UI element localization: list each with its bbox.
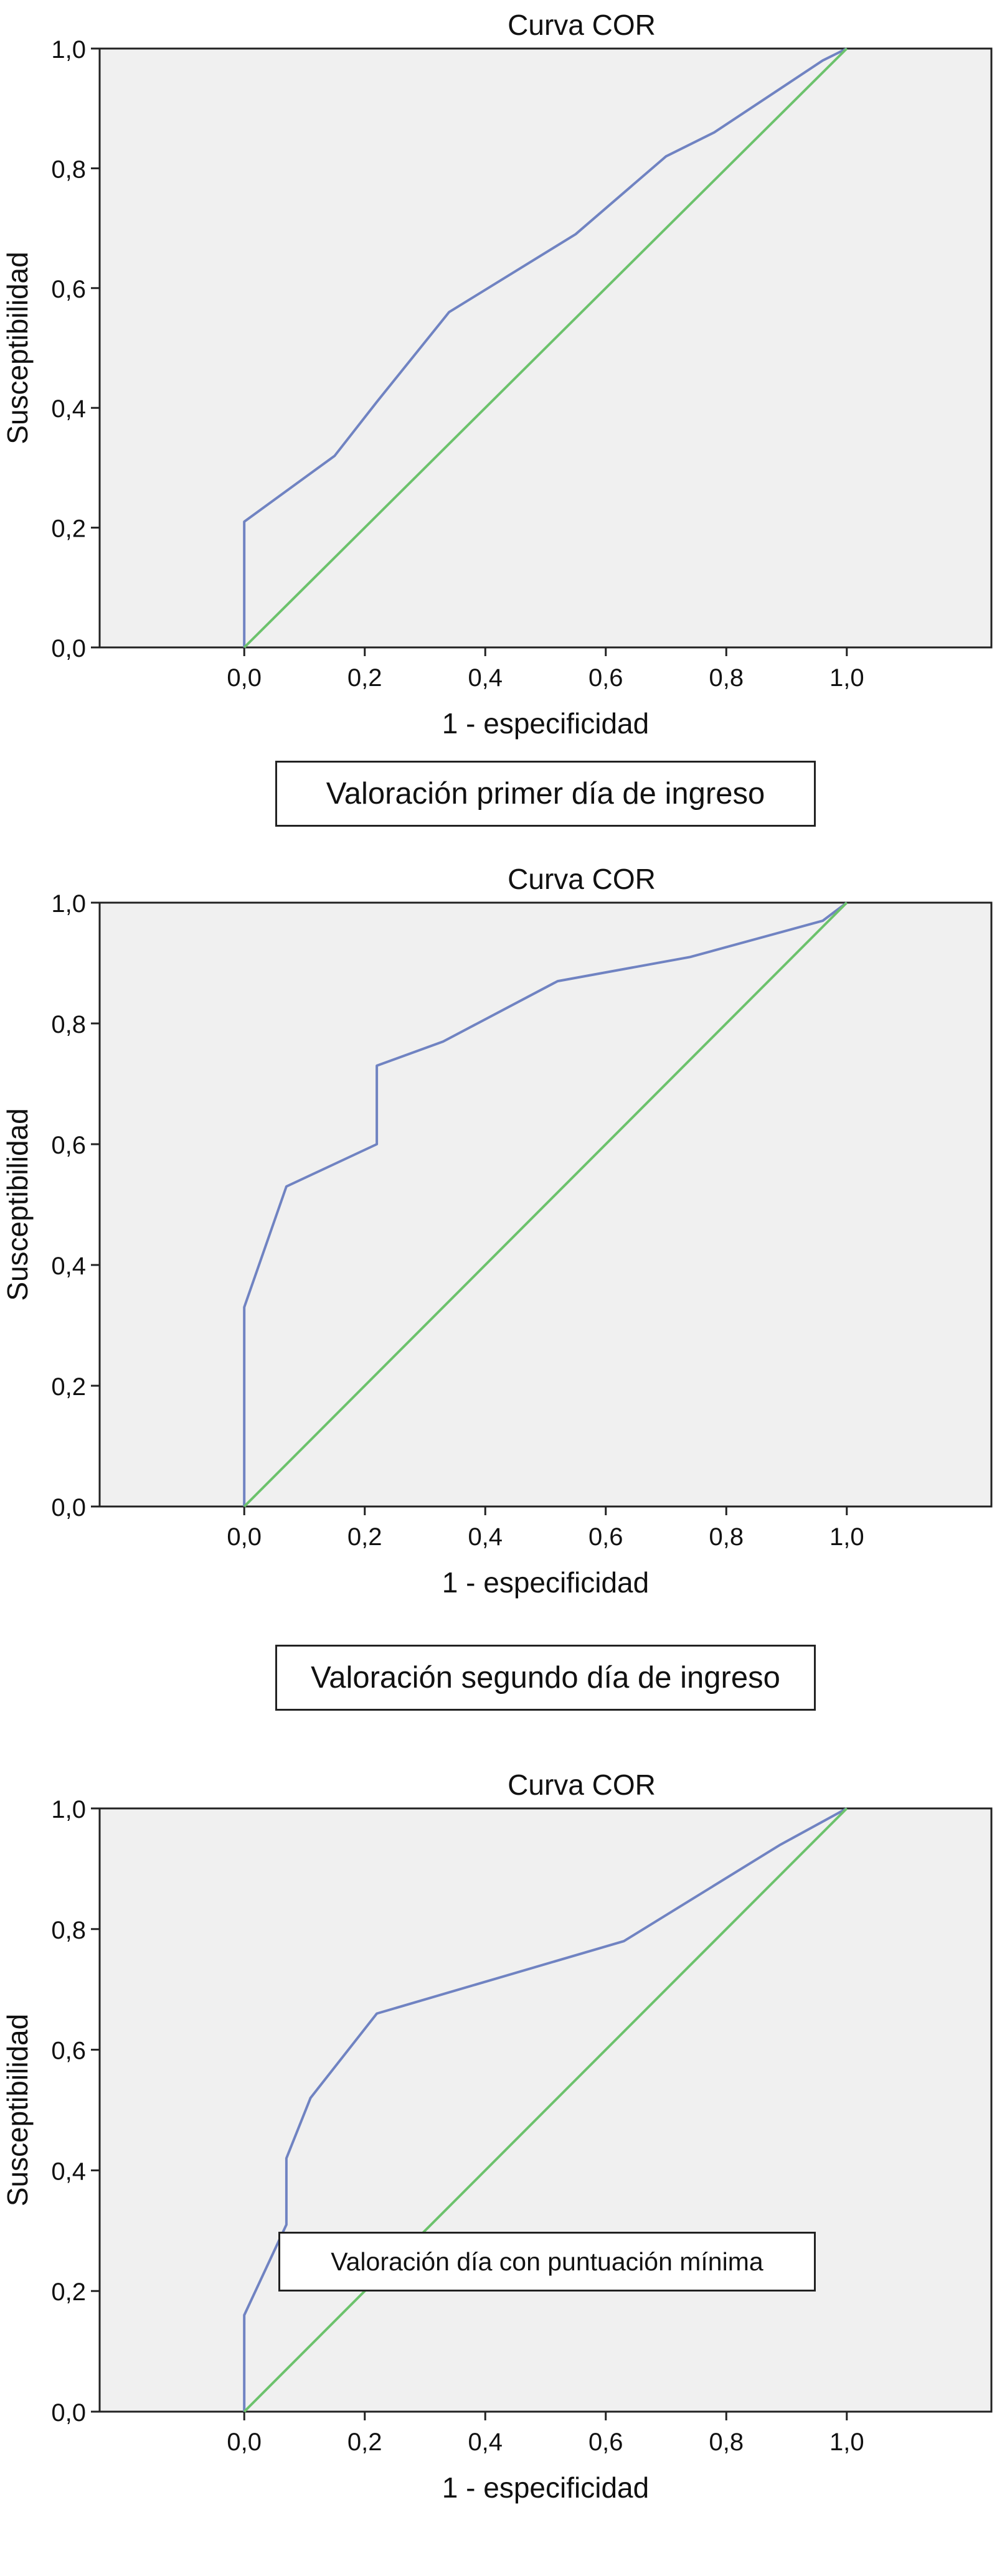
x-tick-label: 1,0 — [829, 1523, 864, 1551]
y-tick-label: 0,4 — [51, 395, 86, 423]
caption-box-first-day: Valoración primer día de ingreso — [275, 761, 816, 827]
x-tick-label: 0,4 — [468, 664, 503, 692]
x-tick-label: 0,8 — [709, 664, 744, 692]
caption-minimum-score-day: Valoración día con puntuación mínima — [331, 2247, 763, 2276]
y-tick-label: 0,2 — [51, 1373, 86, 1401]
y-tick-label: 1,0 — [51, 890, 86, 918]
roc-curve — [243, 47, 848, 647]
chart-title: Curva COR — [508, 9, 656, 41]
x-axis-label: 1 - especificidad — [442, 1566, 649, 1599]
roc-chart-1: 0,0 0,2 0,4 0,6 0,8 1,0 0,0 0,2 0,4 0,6 0,8 1,0 Curv… — [1, 9, 993, 740]
chart-title: Curva COR — [508, 863, 656, 895]
y-tick-label: 1,0 — [51, 36, 86, 63]
caption-first-day: Valoración primer día de ingreso — [326, 777, 765, 811]
y-tick-label: 0,2 — [51, 515, 86, 543]
y-tick-label: 0,8 — [51, 1917, 86, 1944]
chart-title: Curva COR — [508, 1769, 656, 1801]
x-axis-label: 1 - especificidad — [442, 707, 649, 740]
y-tick-label: 0,6 — [51, 2038, 86, 2065]
x-tick-label: 0,6 — [588, 664, 623, 692]
y-tick-label: 0,4 — [51, 2158, 86, 2185]
x-tick-label: 0,2 — [347, 1523, 382, 1551]
y-tick-label: 0,6 — [51, 1132, 86, 1159]
reference-line — [243, 47, 848, 649]
x-tick-label: 0,8 — [709, 2428, 744, 2456]
y-tick-label: 0,4 — [51, 1253, 86, 1280]
x-tick-label: 1,0 — [829, 2428, 864, 2456]
y-tick-label: 1,0 — [51, 1796, 86, 1823]
x-tick-label: 0,6 — [588, 1523, 623, 1551]
x-tick-label: 0,6 — [588, 2428, 623, 2456]
y-axis-label: Susceptibilidad — [1, 1108, 34, 1300]
y-tick-label: 0,0 — [51, 1494, 86, 1521]
y-axis-label: Susceptibilidad — [1, 2014, 34, 2206]
reference-line — [243, 1807, 848, 2413]
x-tick-label: 0,8 — [709, 1523, 744, 1551]
y-tick-label: 0,8 — [51, 156, 86, 183]
x-tick-label: 0,0 — [227, 664, 262, 692]
roc-curve — [243, 1807, 848, 2412]
caption-box-second-day: Valoración segundo día de ingreso — [275, 1645, 816, 1711]
caption-box-minimum-score-day: Valoración día con puntuación mínima — [278, 2232, 816, 2292]
roc-chart-3: 0,0 0,2 0,4 0,6 0,8 1,0 0,0 0,2 0,4 0,6 0,8 1,0 Curv… — [1, 1769, 993, 2504]
y-tick-label: 0,6 — [51, 276, 86, 303]
reference-line — [243, 901, 848, 1508]
roc-chart-2: 0,0 0,2 0,4 0,6 0,8 1,0 0,0 0,2 0,4 0,6 0,8 1,0 Curv… — [1, 863, 993, 1599]
y-tick-label: 0,0 — [51, 2399, 86, 2427]
x-tick-label: 0,2 — [347, 664, 382, 692]
x-axis-label: 1 - especificidad — [442, 2471, 649, 2504]
y-tick-label: 0,2 — [51, 2278, 86, 2306]
caption-second-day: Valoración segundo día de ingreso — [311, 1661, 780, 1695]
x-tick-label: 0,0 — [227, 1523, 262, 1551]
x-tick-label: 0,2 — [347, 2428, 382, 2456]
y-tick-label: 0,8 — [51, 1011, 86, 1038]
x-tick-label: 1,0 — [829, 664, 864, 692]
x-tick-label: 0,4 — [468, 1523, 503, 1551]
x-tick-label: 0,4 — [468, 2428, 503, 2456]
y-axis-label: Susceptibilidad — [1, 251, 34, 444]
y-tick-label: 0,0 — [51, 635, 86, 662]
x-tick-label: 0,0 — [227, 2428, 262, 2456]
roc-curve — [243, 901, 848, 1507]
